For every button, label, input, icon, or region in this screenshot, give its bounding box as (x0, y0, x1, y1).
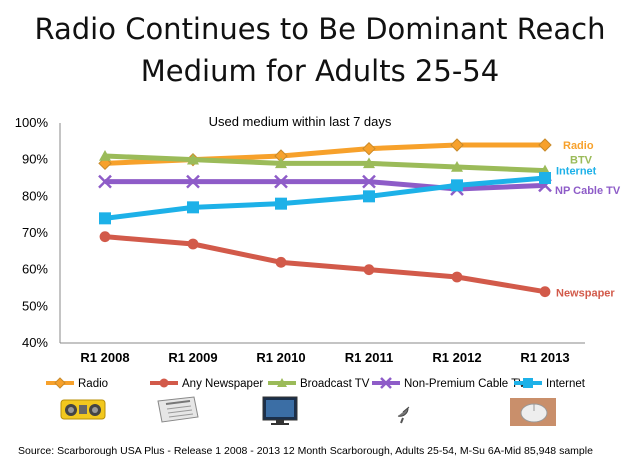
tv-icon (262, 396, 298, 426)
x-tick-label: R1 2012 (432, 350, 481, 365)
y-tick-label: 100% (15, 115, 49, 130)
data-point (451, 161, 463, 172)
radio-icon (60, 398, 106, 420)
series-line (104, 234, 546, 295)
data-point (186, 174, 200, 189)
y-tick-label: 70% (22, 225, 48, 240)
series-end-label: Radio (563, 140, 594, 152)
data-point (539, 172, 551, 184)
x-tick-label: R1 2008 (80, 350, 129, 365)
data-point (275, 256, 287, 268)
data-point (539, 286, 551, 298)
chart-title: Radio Continues to Be Dominant Reach Med… (0, 8, 640, 92)
y-tick-label: 60% (22, 262, 48, 277)
legend-item: Internet (514, 378, 586, 390)
y-tick-label: 90% (22, 152, 48, 167)
legend-item: Broadcast TV (268, 378, 370, 390)
data-point (99, 212, 111, 225)
data-point (274, 174, 288, 189)
chart-annotation: Used medium within last 7 days (209, 114, 392, 129)
legend-item: Radio (46, 377, 108, 390)
legend-item: Any Newspaper (150, 378, 263, 390)
data-point (99, 231, 111, 243)
series-internet (99, 172, 551, 225)
series-end-label: NP Cable TV (555, 185, 621, 197)
data-point (363, 157, 375, 169)
data-point (362, 141, 376, 156)
y-tick-label: 50% (22, 298, 48, 313)
series-end-label: Internet (556, 166, 597, 178)
series-broadcast-tv (99, 150, 551, 176)
y-tick-label: 40% (22, 335, 48, 350)
series-line (105, 179, 546, 192)
series-end-label: BTV (570, 155, 593, 167)
data-point (363, 264, 375, 276)
computer-mouse-icon (510, 398, 556, 426)
data-point (451, 179, 463, 192)
series-line (104, 153, 546, 174)
data-point (450, 138, 464, 152)
series-any-newspaper (99, 231, 551, 298)
series-end-label: Newspaper (556, 288, 615, 300)
x-tick-label: R1 2009 (168, 350, 217, 365)
legend-label: Internet (546, 378, 586, 390)
data-point (275, 197, 287, 210)
data-point (538, 138, 552, 152)
title-line-2: Medium for Adults 25-54 (140, 54, 500, 88)
data-point (99, 150, 111, 161)
line-chart: Used medium within last 7 days 40% 50% 60%… (15, 114, 621, 390)
data-point (187, 153, 199, 165)
legend-label: Non-Premium Cable TV (404, 378, 526, 390)
y-tick-label: 80% (22, 188, 48, 203)
title-line-1: Radio Continues to Be Dominant Reach (34, 12, 606, 46)
newspaper-icon (154, 395, 200, 423)
data-point (363, 190, 375, 203)
legend-label: Broadcast TV (300, 378, 370, 390)
source-note: Source: Scarborough USA Plus - Release 1… (18, 445, 593, 457)
data-point (362, 174, 376, 189)
x-tick-label: R1 2010 (256, 350, 305, 365)
satellite-dish-icon (395, 404, 415, 424)
legend-label: Any Newspaper (182, 378, 263, 390)
series-line (104, 175, 546, 221)
data-point (187, 201, 199, 214)
x-tick-label: R1 2013 (520, 350, 569, 365)
data-point (275, 157, 287, 169)
data-point (98, 174, 112, 189)
legend-item: Non-Premium Cable TV (372, 377, 526, 390)
data-point (187, 238, 199, 250)
data-point (451, 271, 463, 283)
x-tick-label: R1 2011 (345, 350, 393, 365)
legend-label: Radio (78, 378, 108, 390)
